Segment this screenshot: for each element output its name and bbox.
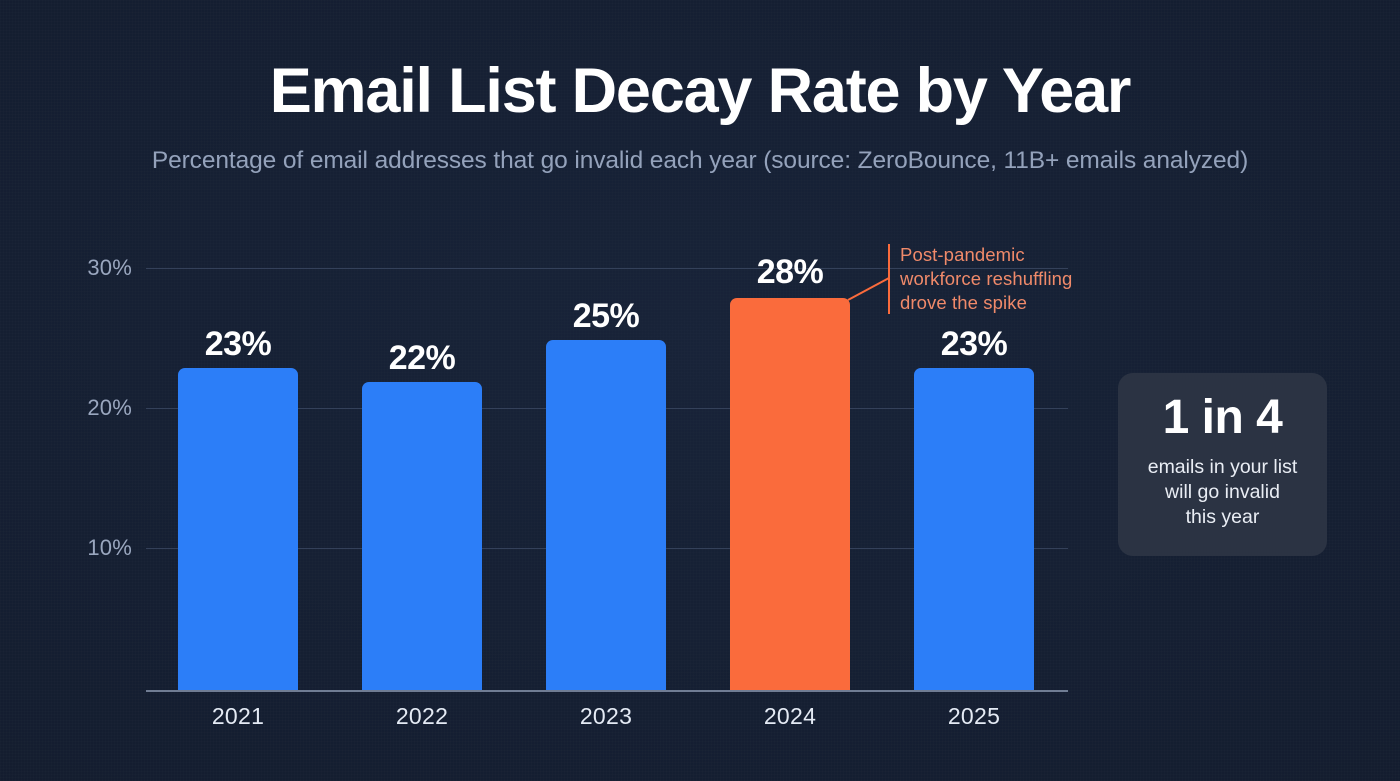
y-axis-tick-label-10: 10% <box>87 535 132 560</box>
stat-callout-card: 1 in 4 emails in your list will go inval… <box>1118 373 1327 556</box>
bar-value-label-2021: 23% <box>204 325 272 363</box>
stat-callout-body-line-3: this year <box>1185 506 1260 529</box>
gridline-30 <box>146 268 1068 269</box>
bar-2024[interactable] <box>730 298 850 690</box>
x-axis-tick-label-2025: 2025 <box>947 703 1001 729</box>
annotation-line-2: workforce reshuffling <box>900 267 1073 289</box>
x-axis-tick-label-2023: 2023 <box>579 703 633 729</box>
x-axis-tick-label-2024: 2024 <box>763 703 817 729</box>
stat-callout-body: emails in your list will go invalid this… <box>1148 455 1298 530</box>
annotation-2024-spike: Post-pandemic workforce reshuffling drov… <box>900 243 1115 315</box>
bar-2022[interactable] <box>362 382 482 690</box>
annotation-line-1: Post-pandemic <box>900 244 1025 265</box>
chart-subtitle: Percentage of email addresses that go in… <box>151 147 1249 174</box>
annotation-leader-line-icon <box>847 244 890 314</box>
bar-value-label-2025: 23% <box>940 325 1008 363</box>
bar-value-label-2023: 25% <box>572 297 640 335</box>
stat-callout-body-line-1: emails in your list <box>1147 456 1298 479</box>
stat-callout-body-line-2: will go invalid <box>1165 481 1280 504</box>
annotation-line-3: drove the spike <box>900 291 1027 313</box>
bar-2023[interactable] <box>546 340 666 690</box>
bar-value-label-2022: 22% <box>388 339 456 377</box>
y-axis-tick-label-20: 20% <box>87 395 132 420</box>
x-axis-baseline <box>146 690 1068 692</box>
x-axis-tick-label-2021: 2021 <box>211 703 265 729</box>
stat-callout-headline: 1 in 4 <box>1162 390 1283 444</box>
x-axis-tick-label-2022: 2022 <box>395 703 449 729</box>
bar-2021[interactable] <box>178 368 298 690</box>
bar-value-label-2024: 28% <box>756 253 824 291</box>
y-axis-tick-label-30: 30% <box>87 255 132 280</box>
chart-title: Email List Decay Rate by Year <box>269 56 1132 126</box>
bar-2025[interactable] <box>914 368 1034 690</box>
